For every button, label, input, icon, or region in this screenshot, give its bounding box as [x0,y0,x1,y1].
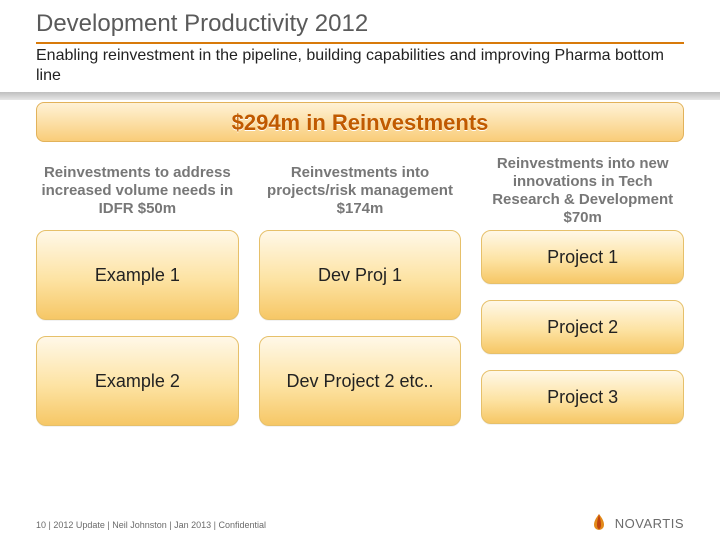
card-area: Example 1 Example 2 [36,230,239,442]
page-title: Development Productivity 2012 [36,10,368,38]
card-area: Dev Proj 1 Dev Project 2 etc.. [259,230,462,442]
card-example-1: Example 1 [36,230,239,320]
subtitle-divider [0,92,720,100]
logo-text: NOVARTIS [615,516,684,531]
footer-text: 10 | 2012 Update | Neil Johnston | Jan 2… [36,520,266,530]
column-tech-rd: Reinvestments into new innovations in Te… [481,152,684,442]
column-idfr: Reinvestments to address increased volum… [36,152,239,442]
reinvestment-banner: $294m in Reinvestments [36,102,684,142]
card-project-3: Project 3 [481,370,684,424]
column-header: Reinvestments to address increased volum… [36,152,239,230]
card-area: Project 1 Project 2 Project 3 [481,230,684,442]
novartis-icon [589,512,609,534]
column-projects-risk: Reinvestments into projects/risk managem… [259,152,462,442]
card-dev-proj-1: Dev Proj 1 [259,230,462,320]
card-project-1: Project 1 [481,230,684,284]
slide-root: Development Productivity 2012 Enabling r… [0,0,720,540]
card-project-2: Project 2 [481,300,684,354]
column-header: Reinvestments into new innovations in Te… [481,152,684,230]
company-logo: NOVARTIS [589,512,684,534]
page-subtitle: Enabling reinvestment in the pipeline, b… [36,46,684,86]
card-dev-proj-2: Dev Project 2 etc.. [259,336,462,426]
title-underline [36,42,684,44]
columns-container: Reinvestments to address increased volum… [36,152,684,442]
card-example-2: Example 2 [36,336,239,426]
column-header: Reinvestments into projects/risk managem… [259,152,462,230]
